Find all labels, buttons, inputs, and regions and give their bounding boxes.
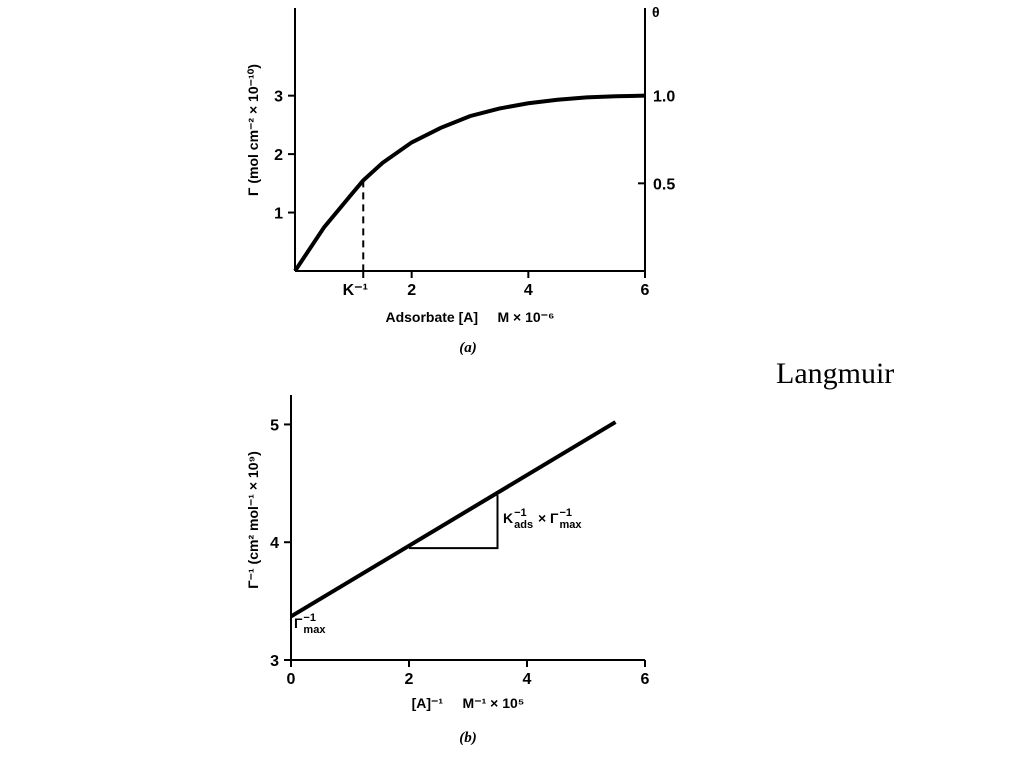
x-tick-label: 0 (287, 671, 296, 688)
data-line (293, 93, 646, 273)
annotation: K (503, 510, 513, 526)
x-tick-label: 2 (407, 282, 416, 299)
y-tick-label: 4 (270, 535, 279, 552)
x-tick-label: 6 (641, 671, 650, 688)
annotation: Γ (294, 615, 303, 631)
y-tick-label: 5 (270, 417, 279, 434)
slope-triangle (409, 495, 499, 550)
y-axis-label: Γ (mol cm⁻² × 10⁻¹⁰) (245, 64, 261, 196)
annotation-sup: −1 (514, 507, 527, 519)
y-tick-label: 3 (270, 653, 279, 670)
data-line (289, 420, 617, 619)
y2-tick-label: 0.5 (653, 176, 675, 193)
y2-axis-label: θ (652, 4, 660, 20)
chart-caption: (b) (459, 730, 477, 746)
x-tick-label: 4 (523, 671, 532, 688)
y-axis-label: Γ⁻¹ (cm² mol⁻¹ × 10⁹) (245, 451, 261, 589)
y2-tick-label: 1.0 (653, 89, 675, 106)
annotation-sub: ads (514, 519, 533, 531)
y-tick-label: 2 (274, 147, 283, 164)
annotation-sup: −1 (559, 507, 572, 519)
x-axis-label: [A]⁻¹ M⁻¹ × 10⁵ (412, 695, 525, 711)
annotation-sub: max (559, 519, 582, 531)
x-axis-label: Adsorbate [A] M × 10⁻⁶ (385, 309, 554, 325)
x-tick-label: 6 (641, 282, 650, 299)
x-tick-label: K⁻¹ (343, 282, 368, 299)
y-tick-label: 3 (274, 89, 283, 106)
x-tick-label: 4 (524, 282, 533, 299)
annotation-sup: −1 (303, 612, 316, 624)
y-tick-label: 1 (274, 206, 283, 223)
chart-caption: (a) (459, 340, 477, 356)
x-tick-label: 2 (405, 671, 414, 688)
annotation-sub: max (303, 624, 326, 636)
annotation: × Γ (534, 510, 559, 526)
slide-title: Langmuir (776, 357, 894, 390)
